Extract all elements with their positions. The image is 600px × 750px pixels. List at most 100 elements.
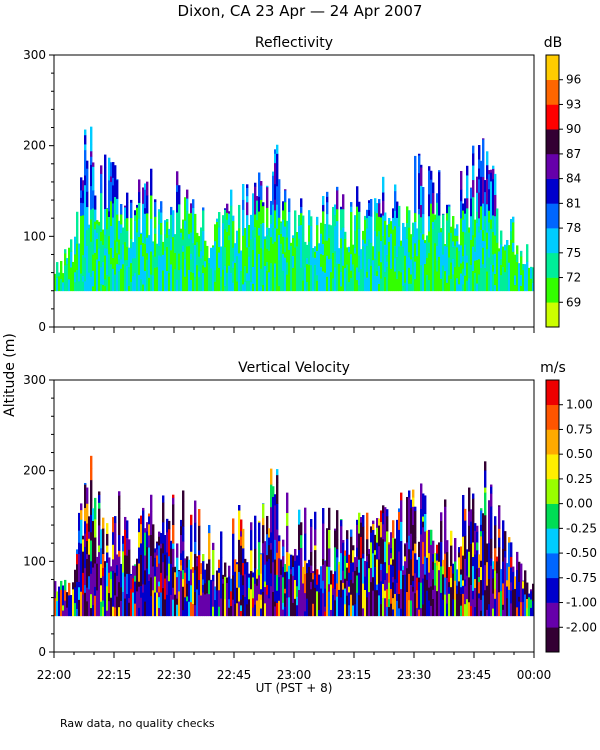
echo-cell <box>90 514 93 533</box>
echo-cell <box>208 524 211 534</box>
echo-cell <box>334 570 337 590</box>
echo-cell <box>364 560 367 577</box>
echo-cell <box>148 277 151 292</box>
echo-cell <box>88 554 91 577</box>
echo-cell <box>300 224 303 247</box>
echo-cell <box>198 283 201 292</box>
echo-cell <box>480 229 483 244</box>
echo-cell <box>268 597 271 617</box>
echo-cell <box>326 201 329 215</box>
echo-cell <box>420 252 423 266</box>
echo-cell <box>172 543 175 549</box>
echo-cell <box>174 234 177 253</box>
echo-cell <box>232 599 235 610</box>
echo-cell <box>268 228 271 235</box>
echo-cell <box>250 214 253 240</box>
echo-cell <box>386 224 389 250</box>
echo-cell <box>246 582 249 605</box>
echo-cell <box>228 224 231 236</box>
echo-cell <box>276 602 279 617</box>
echo-cell <box>92 270 95 287</box>
echo-cell <box>186 198 189 211</box>
echo-cell <box>218 267 221 292</box>
echo-cell <box>438 193 441 216</box>
echo-cell <box>88 227 91 252</box>
echo-cell <box>128 266 131 287</box>
echo-cell <box>218 572 221 591</box>
echo-cell <box>92 190 95 209</box>
echo-cell <box>84 224 87 236</box>
echo-cell <box>492 271 495 292</box>
echo-cell <box>472 153 475 166</box>
echo-cell <box>110 181 113 202</box>
echo-cell <box>234 284 237 292</box>
echo-cell <box>490 552 493 559</box>
echo-cell <box>138 179 141 193</box>
echo-cell <box>358 533 361 560</box>
echo-cell <box>118 220 121 240</box>
echo-cell <box>384 212 387 221</box>
echo-cell <box>250 549 253 562</box>
echo-cell <box>114 239 117 255</box>
echo-cell <box>100 577 103 586</box>
echo-cell <box>452 216 455 242</box>
echo-cell <box>344 238 347 263</box>
echo-cell <box>190 601 193 617</box>
echo-cell <box>138 191 141 203</box>
echo-cell <box>200 250 203 259</box>
echo-cell <box>238 587 241 602</box>
echo-cell <box>108 600 111 617</box>
echo-cell <box>504 566 507 591</box>
echo-cell <box>334 546 337 572</box>
echo-cell <box>168 563 171 582</box>
echo-cell <box>278 179 281 193</box>
echo-cell <box>516 606 519 617</box>
echo-cell <box>278 234 281 254</box>
echo-cell <box>74 236 77 255</box>
echo-cell <box>490 513 493 539</box>
echo-cell <box>224 576 227 600</box>
echo-cell <box>170 206 173 215</box>
echo-cell <box>146 252 149 260</box>
echo-cell <box>226 593 229 617</box>
echo-cell <box>144 569 147 585</box>
echo-cell <box>472 556 475 567</box>
echo-cell <box>140 244 143 251</box>
colorbar-swatch <box>546 404 559 430</box>
echo-cell <box>342 279 345 292</box>
echo-cell <box>276 482 279 504</box>
echo-cell <box>490 172 493 182</box>
echo-cell <box>450 545 453 567</box>
echo-cell <box>490 538 493 553</box>
echo-cell <box>144 601 147 617</box>
echo-cell <box>116 580 119 597</box>
echo-cell <box>136 577 139 587</box>
echo-cell <box>96 220 99 225</box>
echo-cell <box>236 266 239 282</box>
echo-cell <box>466 551 469 576</box>
echo-cell <box>508 284 511 292</box>
echo-cell <box>472 146 475 154</box>
echo-cell <box>372 529 375 554</box>
echo-cell <box>336 243 339 264</box>
echo-cell <box>56 277 59 292</box>
echo-cell <box>188 269 191 292</box>
echo-cell <box>230 189 233 206</box>
echo-cell <box>90 126 93 145</box>
echo-cell <box>464 508 467 521</box>
echo-cell <box>240 610 243 617</box>
echo-cell <box>462 555 465 581</box>
echo-cell <box>310 519 313 527</box>
echo-cell <box>350 206 353 213</box>
echo-cell <box>334 599 337 617</box>
echo-cell <box>124 259 127 274</box>
echo-cell <box>364 219 367 244</box>
echo-cell <box>230 222 233 247</box>
echo-cell <box>306 563 309 574</box>
echo-cell <box>420 164 423 168</box>
echo-cell <box>336 539 339 550</box>
echo-cell <box>512 251 515 262</box>
colorbar-swatch <box>546 478 559 504</box>
echo-cell <box>474 237 477 252</box>
echo-cell <box>372 272 375 292</box>
